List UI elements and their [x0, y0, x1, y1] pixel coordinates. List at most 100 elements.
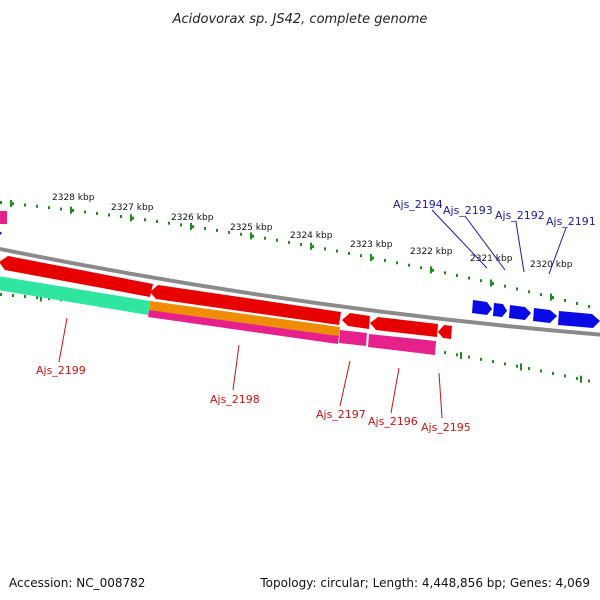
tick-dot [444, 351, 446, 355]
gene-label-ajs-2194[interactable]: Ajs_2194 [393, 198, 443, 211]
tick-dot [480, 279, 482, 283]
tick-major [580, 375, 582, 383]
tick-dot [12, 202, 14, 206]
tick-dot [48, 206, 50, 210]
gene-ajs-2198-red[interactable] [150, 285, 341, 325]
tick-dot [168, 221, 170, 225]
gene-ajs-2190-blue[interactable] [558, 311, 600, 328]
tick-dot [216, 228, 218, 232]
tick-label: 2327 kbp [111, 203, 154, 213]
tick-dot [24, 295, 26, 299]
tick-label: 2324 kbp [290, 231, 333, 241]
gene-ajs-2192-blue[interactable] [509, 305, 531, 320]
tick-dot [0, 201, 2, 204]
tick-dot [420, 266, 422, 270]
tick-dot [528, 367, 530, 371]
tick-dot [480, 357, 482, 361]
gene-label-ajs-2196[interactable]: Ajs_2196 [368, 415, 418, 428]
upper-tick-track [0, 200, 590, 308]
gene-ajs-2193-blue[interactable] [493, 303, 507, 317]
tick-dot [516, 364, 518, 368]
tick-dot [468, 355, 470, 359]
tick-dot [504, 284, 506, 288]
tick-dot [444, 271, 446, 275]
tick-major [10, 200, 12, 208]
tick-dot [408, 263, 410, 267]
tick-dot [588, 379, 590, 383]
gene-ajs-2191-blue[interactable] [533, 308, 557, 323]
gene-band-orange[interactable] [149, 301, 340, 336]
tick-dot [180, 223, 182, 227]
tick-dot [156, 219, 158, 223]
tick-major [490, 279, 492, 287]
gene-fragment-pink[interactable] [0, 211, 7, 224]
gene-label-ajs-2192[interactable]: Ajs_2192 [495, 209, 545, 222]
gene-ajs-2197-red[interactable] [342, 313, 370, 329]
reverse-strand-genes [0, 256, 452, 339]
tick-dot [120, 215, 122, 219]
tick-label: 2322 kbp [410, 247, 453, 257]
gene-band-teal[interactable] [0, 276, 150, 315]
gene-ajs-2195-red[interactable] [438, 325, 452, 339]
upper-tick-labels: 2328 kbp 2327 kbp 2326 kbp 2325 kbp 2324… [52, 193, 573, 270]
tick-dot [588, 304, 590, 308]
tick-major [70, 206, 72, 214]
accession-text: Accession: NC_008782 [9, 576, 145, 590]
tick-dot [24, 203, 26, 207]
gene-ajs-2199-red[interactable] [0, 256, 153, 297]
tick-dot [516, 287, 518, 291]
tick-dot [312, 245, 314, 249]
tick-major [520, 363, 522, 371]
tick-dot [384, 258, 386, 262]
gene-band-pink-3[interactable] [368, 334, 436, 355]
tick-dot [456, 353, 458, 357]
tick-dot [492, 360, 494, 364]
tick-label: 2325 kbp [230, 223, 273, 233]
gene-label-ajs-2195[interactable]: Ajs_2195 [421, 421, 471, 434]
tick-dot [552, 296, 554, 300]
gene-ajs-2196-red[interactable] [370, 317, 438, 337]
tick-dot [300, 243, 302, 246]
tick-dot [144, 218, 146, 222]
tick-dot [492, 281, 494, 285]
tick-dot [48, 297, 50, 301]
gene-label-ajs-2197[interactable]: Ajs_2197 [316, 408, 366, 421]
gene-band-pink-2[interactable] [339, 330, 367, 346]
map-title: Acidovorax sp. JS42, complete genome [172, 12, 428, 27]
tick-dot [60, 207, 62, 211]
forward-gene-labels [431, 209, 567, 275]
tick-dot [456, 273, 458, 277]
tick-dot [288, 240, 290, 244]
gene-label-ajs-2199[interactable]: Ajs_2199 [36, 364, 86, 377]
tick-major [460, 352, 462, 360]
tick-dot [108, 213, 110, 217]
tick-dot [468, 276, 470, 280]
gene-label-ajs-2193[interactable]: Ajs_2193 [443, 204, 493, 217]
tick-dot [348, 251, 350, 255]
genome-backbone [0, 246, 600, 337]
tick-dot [276, 238, 278, 242]
reverse-gene-labels [58, 317, 443, 419]
tick-dot [324, 247, 326, 251]
tick-dot [504, 362, 506, 366]
gene-label-ajs-2198[interactable]: Ajs_2198 [210, 393, 260, 406]
tick-label: 2321 kbp [470, 254, 513, 264]
tick-label: 2328 kbp [52, 193, 95, 203]
gene-band-pink[interactable] [148, 310, 339, 344]
gene-ajs-2194-blue[interactable] [472, 300, 492, 315]
tick-dot [360, 254, 362, 258]
tick-dot [132, 216, 134, 220]
tick-major [40, 294, 42, 302]
tick-dot [576, 376, 578, 380]
tick-dot [564, 298, 566, 302]
tick-dot [552, 371, 554, 375]
tick-dot [396, 261, 398, 265]
tick-dot [240, 232, 242, 236]
gene-fragment-blue[interactable] [0, 230, 2, 237]
tick-label: 2326 kbp [171, 213, 214, 223]
tick-dot [204, 227, 206, 231]
gene-label-ajs-2191[interactable]: Ajs_2191 [546, 215, 596, 228]
genome-summary-text: Topology: circular; Length: 4,448,856 bp… [259, 576, 590, 590]
tick-dot [96, 211, 98, 215]
